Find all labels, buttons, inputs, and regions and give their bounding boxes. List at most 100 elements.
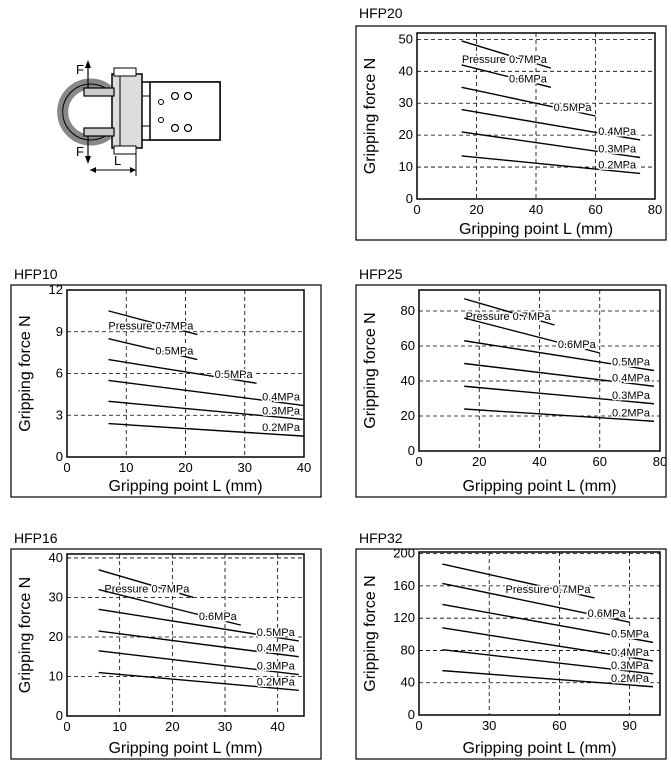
series-label: Pressure 0.7MPa <box>466 311 552 323</box>
chart-plot: 00 10 20 30 40 10 20 30 40 Gripping point L (mm) G… <box>10 548 322 760</box>
y-tick-label: 6 <box>56 366 63 381</box>
x-tick-label: 0 <box>415 454 422 469</box>
series-label: 0.5MPa <box>612 357 651 369</box>
chart-plot: 00 30 60 90 40 80 120 160 200 Gripping point L (m… <box>355 548 667 760</box>
series-line <box>464 362 655 387</box>
series-label: 0.4MPa <box>257 643 296 655</box>
x-tick-label: 10 <box>119 460 133 475</box>
chart-hfp20: HFP20 0 0 20 40 60 80 10 20 30 40 50 Gripping point… <box>355 5 667 241</box>
y-tick-label: 20 <box>401 408 415 423</box>
series-line <box>464 340 655 372</box>
series-line <box>464 385 655 405</box>
chart-hfp16: HFP16 0 0 10 20 30 40 10 20 30 40 Gripping point L… <box>10 530 322 760</box>
chart-title: HFP32 <box>359 530 403 546</box>
y-tick-label: 10 <box>49 668 63 683</box>
panel-frame <box>10 284 322 498</box>
y-tick-label: 0 <box>56 449 63 464</box>
series-label: 0.6MPa <box>588 608 627 620</box>
x-axis-label: Gripping point L (mm) <box>462 478 616 495</box>
y-tick-label: 60 <box>401 338 415 353</box>
x-tick-label: 60 <box>588 202 602 217</box>
y-tick-label: 12 <box>49 284 63 297</box>
series-label: 0.2MPa <box>262 422 301 434</box>
panel-frame <box>355 25 667 241</box>
panel-frame <box>355 548 667 760</box>
series-label: Pressure 0.7MPa <box>462 54 548 66</box>
series-line <box>461 40 552 69</box>
y-tick-label: 0 <box>406 191 413 206</box>
series-label: 0.4MPa <box>612 372 651 384</box>
series-line <box>463 298 555 326</box>
series-line <box>98 650 299 676</box>
series-label: 0.2MPa <box>612 407 651 419</box>
y-tick-label: 3 <box>56 407 63 422</box>
series-label: 0.3MPa <box>612 390 651 402</box>
series-label: 0.5MPa <box>215 369 254 381</box>
x-axis-label: Gripping point L (mm) <box>108 740 262 757</box>
x-tick-label: 10 <box>112 719 126 734</box>
x-axis-label: Gripping point L (mm) <box>462 740 616 757</box>
y-axis-label: Gripping force N <box>362 58 379 175</box>
force-label-top: F <box>76 62 84 77</box>
series-label: 0.5MPa <box>611 628 650 640</box>
series-label: Pressure 0.7MPa <box>108 321 194 333</box>
series-line <box>98 588 241 626</box>
series-label: 0.3MPa <box>262 405 301 417</box>
series-line <box>442 627 654 662</box>
series-line <box>464 317 600 354</box>
plot-area <box>418 551 661 716</box>
series-line <box>442 603 654 644</box>
y-tick-label: 40 <box>49 550 63 565</box>
x-tick-label: 0 <box>413 202 420 217</box>
chart-title: HFP10 <box>14 266 58 282</box>
series-line <box>442 582 630 623</box>
length-label: L <box>114 153 121 168</box>
series-label: 0.3MPa <box>611 660 650 672</box>
y-tick-label: 9 <box>56 324 63 339</box>
y-axis-label: Gripping force N <box>362 312 379 429</box>
series-label: 0.5MPa <box>554 102 593 114</box>
y-tick-label: 0 <box>408 443 415 458</box>
force-label-bottom: F <box>76 144 84 159</box>
series-label: Pressure 0.7MPa <box>104 583 190 595</box>
series-line <box>461 64 552 88</box>
series-label: 0.6MPa <box>509 73 548 85</box>
y-tick-label: 120 <box>393 610 415 625</box>
x-axis-label: Gripping point L (mm) <box>459 221 613 238</box>
x-tick-label: 90 <box>622 718 636 733</box>
y-tick-label: 20 <box>49 629 63 644</box>
x-tick-label: 0 <box>415 718 422 733</box>
x-tick-label: 20 <box>469 202 483 217</box>
y-tick-label: 160 <box>393 578 415 593</box>
series-line <box>98 569 194 599</box>
series-line <box>461 108 641 141</box>
series-line <box>442 563 595 599</box>
series-line <box>108 379 305 407</box>
x-tick-label: 30 <box>218 719 232 734</box>
x-tick-label: 40 <box>529 202 543 217</box>
series-label: 0.3MPa <box>257 661 296 673</box>
series-line <box>461 131 641 159</box>
chart-title: HFP16 <box>14 530 58 546</box>
series-label: 0.2MPa <box>257 676 296 688</box>
series-label: 0.4MPa <box>262 392 301 404</box>
series-line <box>442 669 654 688</box>
plot-area <box>66 553 305 717</box>
x-tick-label: 80 <box>653 454 667 469</box>
series-line <box>461 155 641 175</box>
x-tick-label: 30 <box>238 460 252 475</box>
chart-title: HFP25 <box>359 266 403 282</box>
series-line <box>108 310 198 336</box>
x-tick-label: 20 <box>178 460 192 475</box>
x-axis-label: Gripping point L (mm) <box>108 478 262 495</box>
y-tick-label: 0 <box>56 708 63 723</box>
y-axis-label: Gripping force N <box>17 315 34 432</box>
chart-plot: 00 20 40 60 80 20 40 60 80 Gripping point L (mm) G… <box>355 284 667 498</box>
y-axis-label: Gripping force N <box>362 575 379 692</box>
series-line <box>108 422 305 437</box>
series-line <box>461 86 596 117</box>
chart-title: HFP20 <box>359 5 403 21</box>
series-line <box>464 408 655 422</box>
y-tick-label: 40 <box>399 63 413 78</box>
panel-frame <box>10 548 322 760</box>
